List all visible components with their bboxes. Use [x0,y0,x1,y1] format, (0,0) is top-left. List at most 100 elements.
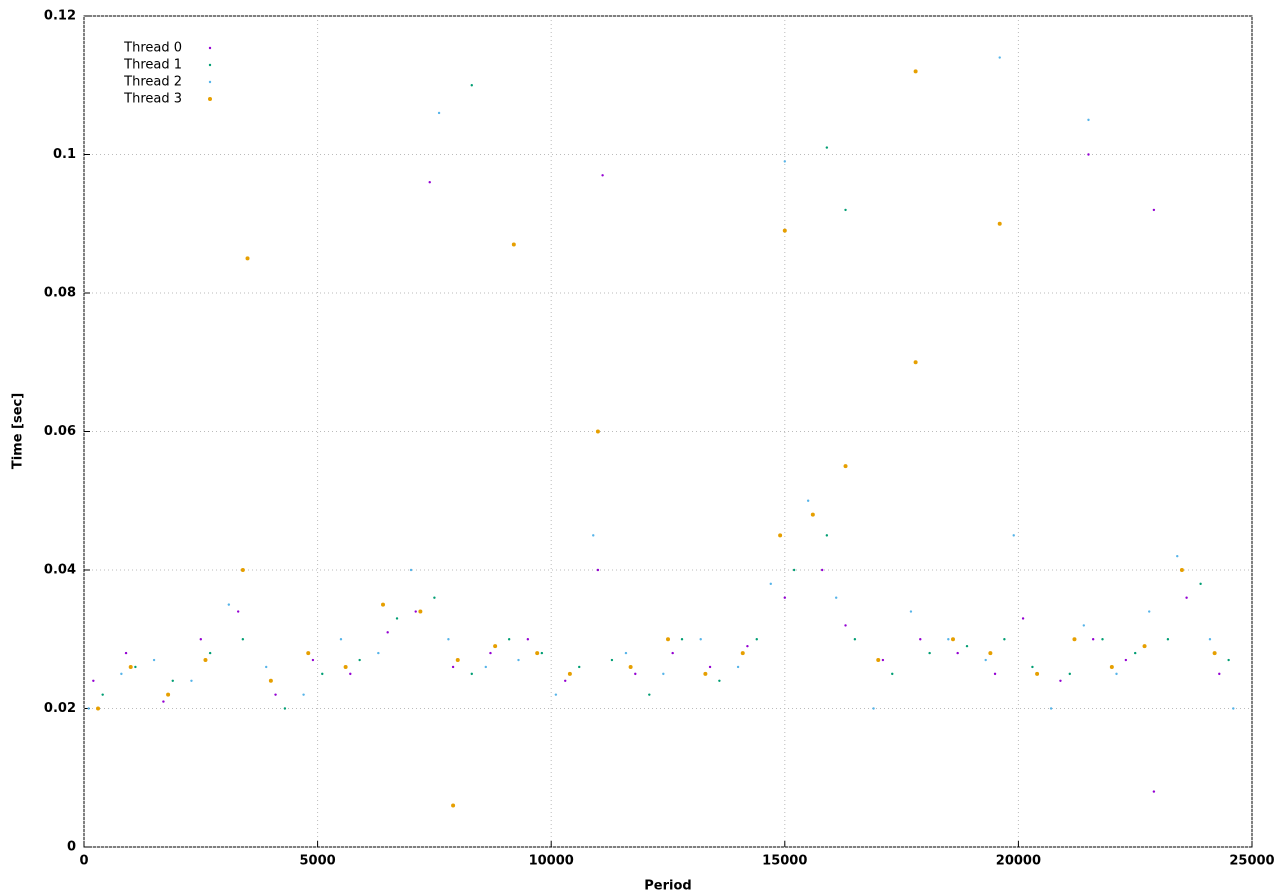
point [1124,658,1128,662]
point [451,803,456,808]
point [236,610,240,613]
point [101,693,104,696]
point [810,512,815,517]
point [87,707,90,710]
point [166,692,171,697]
point [190,679,193,682]
point [1227,658,1230,662]
point [381,602,386,607]
point [1035,671,1040,676]
point [1208,638,1212,641]
point [484,665,487,669]
point [1199,582,1202,586]
point [624,651,628,655]
point [736,665,740,669]
point [447,638,450,641]
point [755,638,758,641]
point [881,658,885,662]
point [120,672,123,676]
point [984,658,987,662]
point [507,638,511,641]
point [311,658,315,662]
point [349,672,352,676]
point [783,596,786,599]
point [997,221,1002,226]
legend-label: Thread 1 [123,58,182,73]
point [792,568,796,572]
point [876,658,881,663]
point [699,638,702,641]
y-tick-label: 0.1 [53,147,76,162]
legend-marker [208,80,212,84]
point [1049,707,1053,710]
point [1179,568,1184,572]
point [595,429,600,434]
point [339,638,343,641]
point [171,679,174,682]
point [1185,596,1188,599]
point [820,568,824,572]
y-tick-label: 0 [67,840,76,855]
point [634,672,637,676]
point [1031,665,1034,669]
point [1115,672,1118,676]
x-tick-label: 15000 [762,854,807,869]
point [517,658,520,662]
point [708,665,712,669]
point [124,651,128,655]
point [377,651,380,655]
point [409,568,413,572]
point [358,658,361,662]
point [1152,208,1156,212]
legend-label: Thread 3 [123,92,182,107]
legend-label: Thread 0 [123,41,182,56]
point [414,610,417,613]
point [872,707,875,710]
point [998,56,1001,59]
point [778,533,783,538]
point [1212,651,1217,656]
point [680,638,684,641]
point [1218,672,1221,676]
y-tick-label: 0.02 [44,701,76,716]
point [909,610,913,613]
point [274,693,277,696]
point [825,534,829,537]
y-axis-label: Time [sec] [11,393,26,469]
point [913,69,918,74]
point [592,534,595,537]
point [564,679,567,682]
point [1087,118,1090,122]
point [343,664,348,669]
point [1232,707,1235,710]
point [283,707,287,710]
point [956,651,959,655]
point [806,499,810,502]
legend-marker [208,63,212,67]
point [919,638,922,641]
point [746,644,749,648]
point [1003,638,1006,641]
x-tick-label: 10000 [529,854,574,869]
point [567,671,572,676]
point [1152,790,1156,793]
point [1059,679,1062,682]
point [134,665,137,669]
point [554,693,558,696]
point [950,637,955,642]
point [1021,617,1025,620]
point [610,658,614,662]
point [928,651,931,655]
point [1148,610,1151,613]
point [843,464,848,469]
point [718,679,721,682]
point [1068,672,1071,676]
point [703,671,708,676]
point [662,672,665,676]
point [321,672,324,676]
point [601,174,604,177]
point [535,651,540,656]
point [844,624,847,627]
point [769,582,772,586]
x-tick-label: 25000 [1229,854,1274,869]
